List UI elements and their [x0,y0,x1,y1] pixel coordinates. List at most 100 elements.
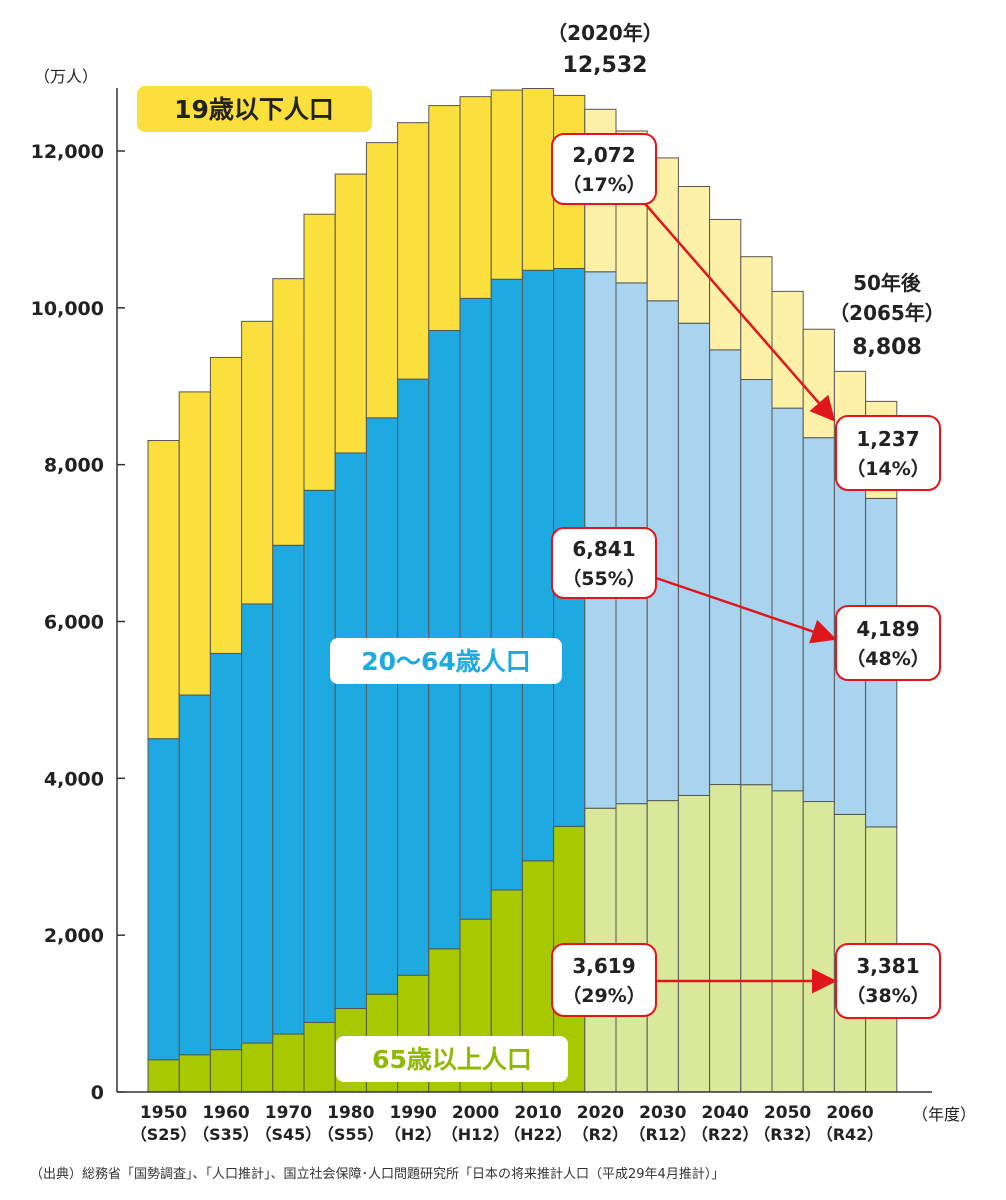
bar-senior-1965 [241,1042,274,1093]
y-tick-label: 10,000 [31,298,104,320]
x-tick-year: 1990 [390,1103,437,1123]
bar-youth-1985 [365,142,399,419]
x-tick-era: （S55） [318,1125,384,1144]
peak-year-label: （2020年） [547,21,663,45]
callout-senior-2065-value: 3,381 [856,954,919,978]
callout-working-2065-pct: （48%） [846,647,929,670]
future-label-2: （2065年） [829,301,945,325]
y-tick-label: 0 [91,1082,104,1104]
bar-youth-2050 [771,290,804,409]
bar-working-2005 [490,278,523,891]
working-trend-arrow [655,576,837,644]
y-tick-label: 2,000 [44,925,104,947]
youth-label-box [137,86,372,132]
future-value-label: 8,808 [852,335,922,360]
callout-working-2065-value: 4,189 [856,617,919,641]
callout-youth-2065-pct: （14%） [846,457,929,480]
bar-youth-1975 [303,213,336,491]
peak-value-label: 12,532 [563,53,648,78]
x-tick-era: （H12） [442,1125,510,1144]
x-tick-year: 2020 [577,1103,624,1123]
y-unit-label: （万人） [34,67,98,86]
callout-youth-2065: 1,237 （14%） [835,415,941,491]
bar-senior-1975 [303,1021,336,1093]
future-label-1: 50年後 [853,271,922,295]
bar-youth-2035 [677,186,711,324]
x-tick-era: （H22） [504,1125,572,1144]
bar-working-2010 [521,269,555,862]
bar-youth-2055 [802,328,835,439]
x-tick-year: 1970 [265,1103,312,1123]
bar-youth-1955 [178,391,211,696]
bar-working-2050 [771,407,804,792]
callout-working-2020: 6,841 （55%） [551,527,657,599]
x-tick-era: （R22） [692,1125,759,1144]
callout-working-2020-value: 6,841 [572,537,635,561]
bar-youth-1950 [147,440,180,740]
bar-senior-2040 [709,784,742,1093]
x-unit-label: （年度） [912,1105,976,1124]
callout-senior-2020-value: 3,619 [572,954,635,978]
ticks-group: 0 2,000 4,000 6,000 8,000 10,000 12,000 [31,141,125,1104]
bar-working-1965 [241,603,274,1044]
bar-senior-1960 [209,1049,243,1093]
x-tick-year: 2030 [639,1103,686,1123]
callout-youth-2020: 2,072 （17%） [551,133,657,205]
x-tick-era: （R12） [630,1125,697,1144]
y-tick-label: 4,000 [44,768,104,790]
senior-label-box [336,1036,568,1082]
bar-senior-2035 [677,794,711,1093]
callout-senior-2065: 3,381 （38%） [835,943,941,1019]
axes-group [116,88,932,1093]
x-tick-era: （S45） [256,1125,322,1144]
callout-working-2065: 4,189 （48%） [835,605,941,681]
x-tick-era: （S25） [131,1125,197,1144]
callout-senior-2020: 3,619 （29%） [551,943,657,1017]
callout-senior-2020-pct: （29%） [562,984,645,1007]
x-tick-year: 1960 [202,1103,249,1123]
bar-senior-1955 [178,1054,211,1093]
senior-label: 65歳以上人口 [372,1045,532,1074]
bar-working-2055 [802,437,835,803]
source-note: （出典）総務省「国勢調査」、「人口推計」、国立社会保障･人口問題研究所「日本の将… [30,1167,725,1182]
callout-youth-2020-value: 2,072 [572,143,635,167]
youth-label: 19歳以下人口 [174,95,334,124]
x-ticks-group: 1950 （S25） 1960 （S35） 1970 （S45） 1980 （S55） 1990… [131,1103,884,1144]
bar-working-1980 [334,452,367,1009]
youth-trend-arrow [639,197,836,422]
callout-youth-2020-pct: （17%） [562,173,645,196]
bar-youth-2000 [459,96,492,299]
x-tick-year: 2000 [452,1103,499,1123]
bar-working-2000 [459,297,492,920]
bar-senior-2050 [771,790,804,1093]
bar-youth-1995 [428,105,461,331]
bar-youth-1960 [209,356,243,654]
bar-youth-1965 [241,320,274,605]
callout-working-2020-pct: （55%） [562,567,645,590]
bar-working-2040 [709,349,742,786]
x-tick-era: （H2） [385,1125,442,1144]
bar-senior-2045 [740,784,773,1093]
x-tick-year: 1980 [327,1103,374,1123]
bar-working-1960 [209,652,243,1051]
bar-working-1955 [178,694,211,1056]
callout-youth-2065-value: 1,237 [856,427,919,451]
working-label: 20～64歳人口 [361,647,531,676]
bar-youth-2010 [521,88,555,271]
x-tick-year: 2040 [702,1103,749,1123]
bar-senior-1970 [272,1033,305,1093]
x-tick-era: （R32） [754,1125,821,1144]
x-tick-year: 1950 [140,1103,187,1123]
x-tick-year: 2010 [514,1103,561,1123]
bar-working-1950 [147,738,180,1061]
x-tick-year: 2060 [826,1103,873,1123]
x-tick-era: （R2） [573,1125,628,1144]
bars-group [147,88,898,1093]
x-tick-year: 2050 [764,1103,811,1123]
population-chart: 0 2,000 4,000 6,000 8,000 10,000 12,000 1950 （S… [31,21,976,1144]
callout-senior-2065-pct: （38%） [846,984,929,1007]
y-tick-label: 8,000 [44,455,104,477]
y-tick-label: 6,000 [44,612,104,634]
bar-working-1975 [303,489,336,1023]
bar-senior-2055 [802,801,835,1093]
